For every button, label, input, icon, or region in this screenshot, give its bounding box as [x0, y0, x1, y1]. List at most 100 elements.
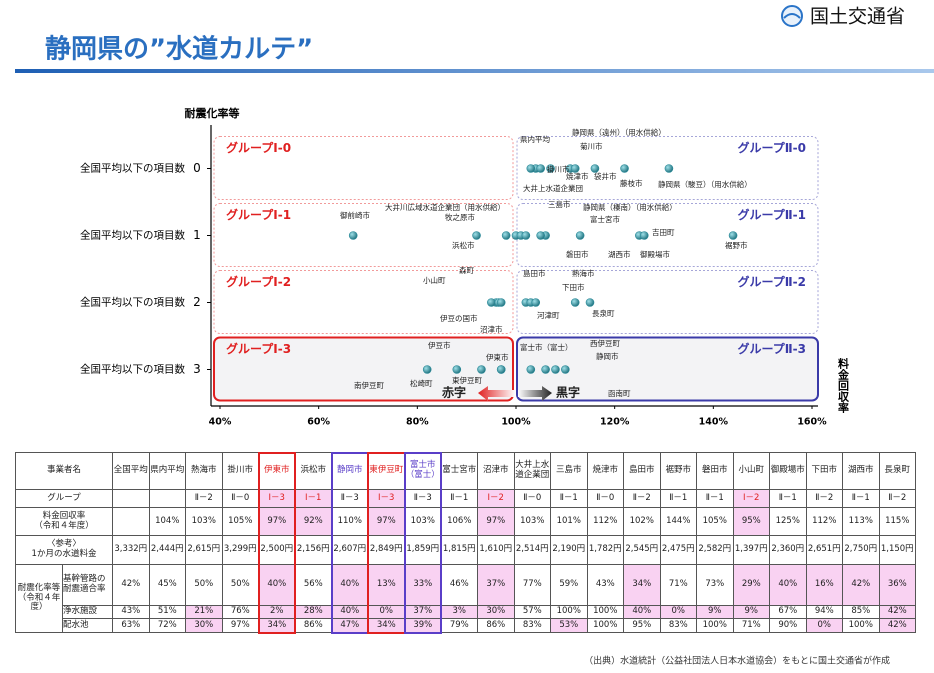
- table-cell: 112%: [586, 507, 625, 536]
- column-header: 伊東市: [258, 452, 296, 490]
- table-cell: 2,360円: [769, 535, 807, 565]
- point-label: 西伊豆町: [590, 338, 620, 348]
- table-cell: 43%: [586, 564, 625, 606]
- point-label: 大井上水道企業団: [523, 183, 583, 193]
- group-box: [213, 136, 514, 200]
- point-label: 函南町: [608, 388, 631, 398]
- table-cell: 9%: [696, 605, 734, 619]
- point-label: 県内平均: [520, 134, 550, 144]
- column-header: 沼津市: [477, 452, 515, 490]
- data-point: [422, 365, 432, 374]
- column-header: 東伊豆町: [367, 452, 406, 490]
- table-cell: 0%: [805, 618, 844, 633]
- table-cell: 106%: [440, 507, 479, 536]
- data-point: [526, 164, 536, 173]
- table-cell: 42%: [842, 564, 880, 606]
- table-row: 浄水施設 43% 51% 21% 76% 2% 28% 40% 0% 37% 3% 30% 57% 100…: [16, 605, 917, 619]
- table-cell: Ⅱ－1: [659, 489, 698, 508]
- logo-icon: [781, 5, 803, 27]
- table-cell: 16%: [805, 564, 844, 606]
- y-axis-title: 耐震化率等: [185, 106, 240, 120]
- table-cell: 42%: [878, 605, 917, 619]
- group-box: [213, 270, 514, 334]
- y-row-label: 全国平均以下の項目数: [80, 296, 185, 309]
- table-cell: 51%: [148, 605, 187, 619]
- table-cell: 2,849円: [367, 535, 406, 565]
- point-label: 熱海市: [572, 268, 595, 278]
- data-point: [551, 365, 560, 374]
- data-point: [561, 365, 570, 374]
- table-cell: 57%: [513, 605, 552, 619]
- annotation: 赤字: [441, 385, 466, 400]
- table-cell: 56%: [294, 564, 333, 606]
- data-point: [501, 231, 511, 240]
- column-header: 磐田市: [696, 452, 734, 490]
- table-cell: 1,397円: [732, 535, 771, 565]
- data-point: [570, 298, 580, 307]
- column-header: 熱海市: [185, 452, 223, 490]
- y-tick-label: 1: [193, 228, 201, 242]
- table-cell: 105%: [696, 507, 734, 536]
- scatter-chart: グループⅠ-0 グループⅡ-0 グループⅠ-1 グループⅡ-1 グループⅠ-2 グループⅡ…: [80, 106, 850, 428]
- x-tick-label: 60%: [307, 417, 330, 428]
- table-cell: 63%: [112, 618, 150, 633]
- point-label: 河津町: [537, 311, 560, 320]
- table-cell: Ⅱ－2: [805, 489, 844, 508]
- point-label: 磐田市: [566, 249, 589, 259]
- point-label: 東伊豆町: [452, 375, 482, 385]
- data-point: [664, 164, 674, 173]
- x-tick-label: 160%: [797, 417, 827, 428]
- table-cell: 85%: [842, 605, 880, 619]
- data-point: [496, 365, 506, 374]
- data-point: [546, 164, 555, 173]
- table-cell: 2,500円: [258, 535, 296, 565]
- table-cell: Ⅱ－2: [878, 489, 917, 508]
- table-cell: 46%: [440, 564, 479, 606]
- table-cell: 40%: [258, 564, 296, 606]
- table-cell: Ⅰ－2: [732, 489, 771, 508]
- table-cell: 30%: [477, 605, 515, 619]
- row-header: 耐震化率等 （令和４年度）: [15, 564, 63, 633]
- point-label: 浜松市: [452, 240, 475, 250]
- table-cell: Ⅱ－3: [404, 489, 442, 508]
- row-header: グループ: [14, 489, 114, 508]
- table-cell: 97%: [221, 618, 260, 633]
- table-cell: 2,615円: [185, 535, 223, 565]
- title-underline: [15, 69, 934, 73]
- table-cell: 83%: [659, 618, 698, 633]
- table-cell: 9%: [732, 605, 771, 619]
- y-tick-label: 3: [193, 362, 201, 376]
- x-axis-title: 料金回収率: [837, 357, 850, 414]
- table-cell: 40%: [623, 605, 661, 619]
- surplus-arrow: [518, 386, 552, 401]
- table-cell: 90%: [769, 618, 807, 633]
- table-cell: 0%: [659, 605, 698, 619]
- table-cell: 112%: [805, 507, 844, 536]
- table-cell: 1,150円: [878, 535, 917, 565]
- x-tick-label: 100%: [501, 417, 531, 428]
- point-label: 長泉町: [592, 308, 615, 318]
- data-point: [639, 231, 649, 240]
- slide-title: 静岡県の”水道カルテ”: [45, 34, 313, 65]
- logo: 国土交通省: [781, 5, 905, 28]
- point-label: 掛川市: [547, 164, 570, 174]
- point-label: 袋井市: [594, 171, 617, 181]
- point-label: 南伊豆町: [354, 380, 384, 390]
- table-cell: Ⅱ－1: [550, 489, 588, 508]
- table-cell: 67%: [769, 605, 807, 619]
- column-header: 湖西市: [842, 452, 880, 490]
- table-cell: 3,299円: [221, 535, 260, 565]
- table-cell: 2,582円: [696, 535, 734, 565]
- table-cell: 29%: [732, 564, 771, 606]
- column-header: 島田市: [623, 452, 661, 490]
- y-row-label: 全国平均以下の項目数: [80, 363, 185, 376]
- table-cell: 0%: [367, 605, 406, 619]
- x-tick-label: 40%: [209, 417, 232, 428]
- table-cell: 79%: [440, 618, 479, 633]
- x-tick-label: 120%: [600, 417, 630, 428]
- table-cell: 103%: [513, 507, 552, 536]
- column-header: 全国平均: [112, 452, 150, 490]
- point-label: 静岡市: [596, 351, 619, 361]
- table-cell: 2,545円: [623, 535, 661, 565]
